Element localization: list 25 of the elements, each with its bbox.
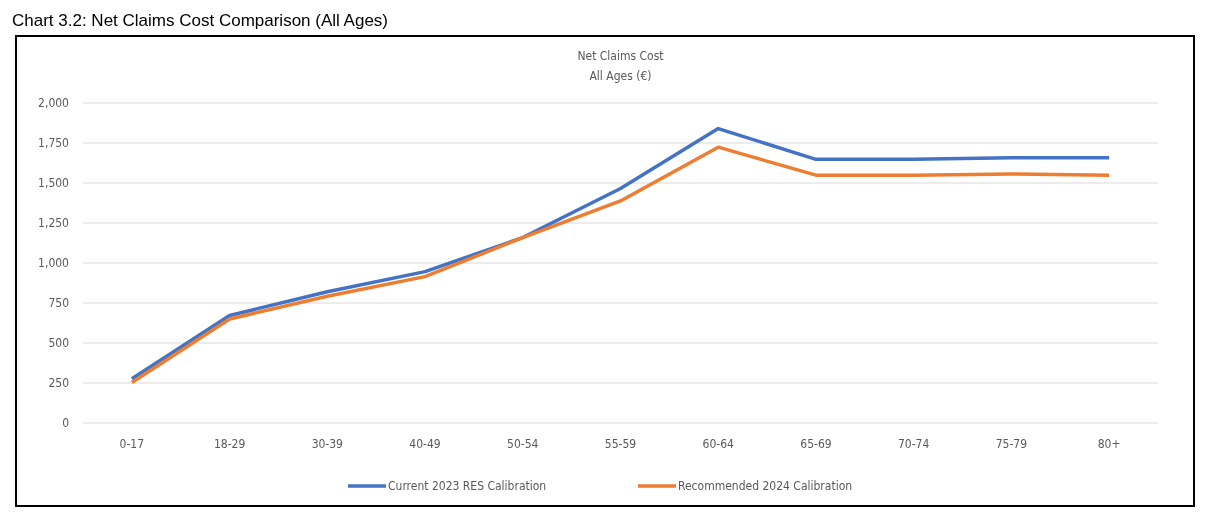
y-tick-label: 1,500 (38, 176, 70, 191)
y-tick-label: 250 (48, 376, 70, 391)
x-tick-label: 65-69 (800, 437, 832, 451)
chart-subtitle: All Ages (€) (589, 69, 652, 83)
y-tick-label: 0 (62, 416, 70, 431)
y-tick-label: 2,000 (38, 96, 70, 111)
x-tick-label: 60-64 (702, 437, 735, 451)
x-tick-label: 75-79 (995, 437, 1028, 451)
x-tick-label: 18-29 (213, 437, 246, 451)
x-tick-label: 0-17 (119, 437, 145, 451)
x-tick-label: 50-54 (507, 437, 539, 451)
y-tick-label: 1,000 (38, 256, 70, 271)
legend-label: Recommended 2024 Calibration (678, 479, 853, 494)
y-tick-label: 1,750 (38, 136, 70, 151)
x-tick-label: 70-74 (897, 437, 930, 451)
caption: Chart 3.2: Net Claims Cost Comparison (All Ages) (12, 11, 389, 30)
y-tick-label: 500 (48, 336, 70, 351)
y-tick-label: 1,250 (38, 216, 70, 231)
y-tick-label: 750 (48, 296, 70, 311)
x-tick-label: 80+ (1097, 437, 1121, 451)
x-tick-label: 40-49 (409, 437, 441, 451)
x-tick-label: 30-39 (311, 437, 344, 451)
chart-title: Net Claims Cost (577, 49, 664, 63)
legend-label: Current 2023 RES Calibration (388, 479, 547, 494)
x-tick-label: 55-59 (604, 437, 637, 451)
